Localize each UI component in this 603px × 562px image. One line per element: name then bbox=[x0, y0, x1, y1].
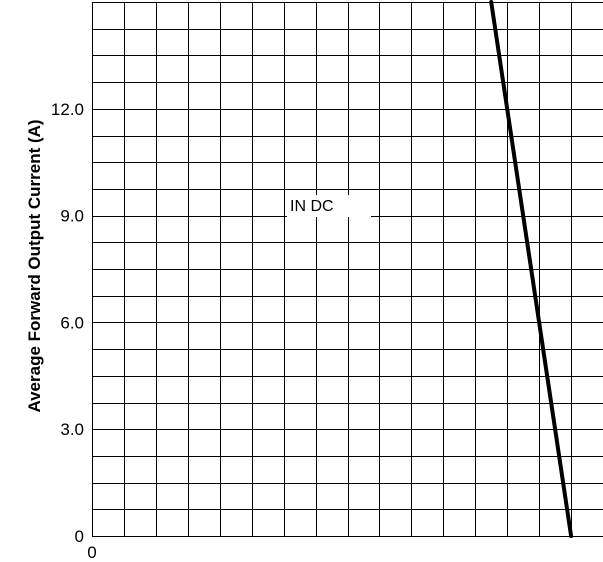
series-line bbox=[489, 0, 574, 538]
y-tick-label: 12.0 bbox=[51, 100, 84, 119]
y-tick-label: 9.0 bbox=[60, 207, 84, 226]
y-axis-ticks: 0 3.0 6.0 9.0 12.0 bbox=[51, 100, 84, 546]
annotation-in-dc: IN DC bbox=[290, 198, 334, 215]
grid bbox=[92, 2, 603, 537]
x-tick-label: 0 bbox=[87, 543, 96, 562]
y-tick-label: 3.0 bbox=[60, 420, 84, 439]
y-axis-label: Average Forward Output Current (A) bbox=[25, 119, 44, 412]
y-tick-label: 6.0 bbox=[60, 313, 84, 332]
series-layer bbox=[489, 0, 574, 538]
y-tick-label: 0 bbox=[75, 527, 84, 546]
x-axis-ticks: 0 bbox=[87, 543, 96, 562]
annotation-background bbox=[287, 195, 371, 217]
